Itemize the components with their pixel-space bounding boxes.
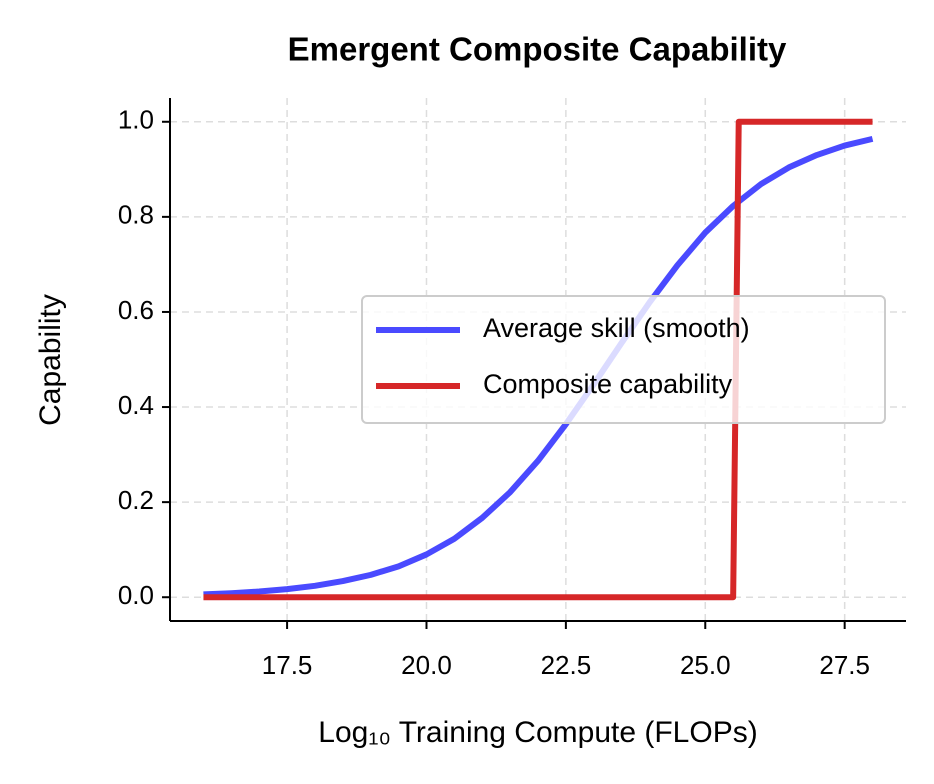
y-axis-label: Capability (34, 294, 67, 426)
legend: Average skill (smooth) Composite capabili… (361, 295, 886, 424)
series-line (203, 135, 874, 598)
legend-box (361, 295, 886, 424)
x-tick-label: 17.5 (262, 650, 313, 680)
y-tick-label: 0.0 (118, 580, 154, 610)
y-tick-label: 0.2 (118, 485, 154, 515)
y-tick-label: 0.6 (118, 295, 154, 325)
x-tick-label: 22.5 (541, 650, 592, 680)
x-tick-label: 25.0 (680, 650, 731, 680)
x-axis-label: Log₁₀ Training Compute (FLOPs) (318, 716, 757, 749)
y-tick-label: 0.8 (118, 200, 154, 230)
y-tick-label: 0.4 (118, 390, 154, 420)
x-tick-label: 20.0 (401, 650, 452, 680)
y-tick-label: 1.0 (118, 105, 154, 135)
chart-title: Emergent Composite Capability (288, 31, 787, 68)
legend-label: Composite capability (483, 369, 733, 399)
x-tick-label: 27.5 (819, 650, 870, 680)
legend-label: Average skill (smooth) (483, 313, 750, 343)
